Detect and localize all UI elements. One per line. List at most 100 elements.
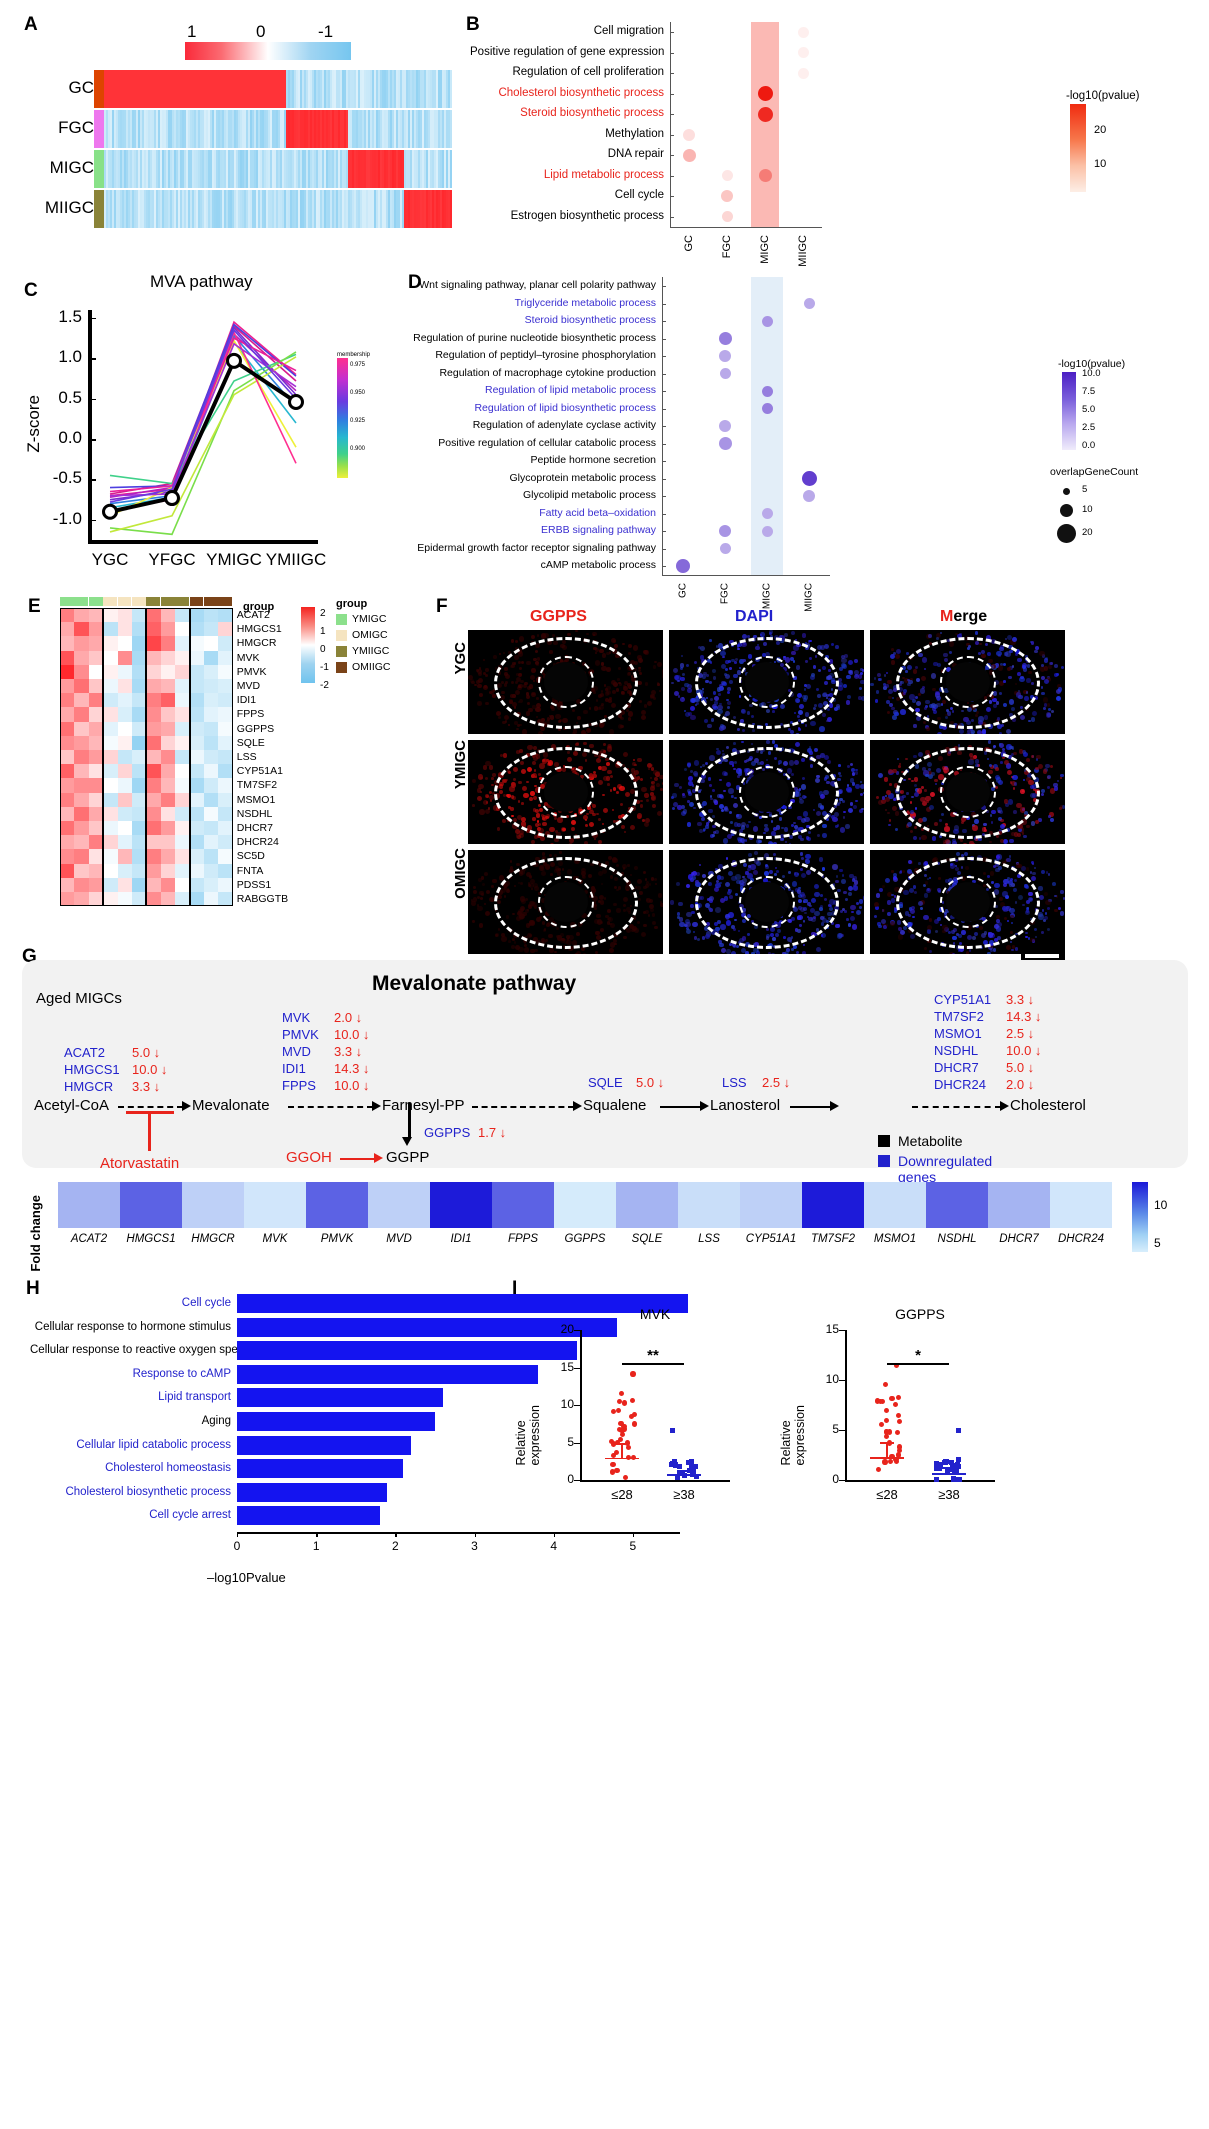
panel-d-term-2: Steroid biosynthetic process bbox=[412, 314, 656, 326]
panel-d-term-7: Regulation of lipid biosynthetic process bbox=[412, 402, 656, 414]
panel-d-term-3: Regulation of purine nucleotide biosynth… bbox=[412, 332, 656, 344]
panel-g-foldbar-gene-label: DHCR24 bbox=[1058, 1233, 1104, 1245]
panel-g-group5-fold-1: 14.3 ↓ bbox=[1006, 1009, 1041, 1024]
panel-i-point bbox=[630, 1371, 635, 1376]
panel-i-ylabel-1: Relative expression bbox=[779, 1405, 807, 1465]
panel-b-col-label-MIIGC: MIIGC bbox=[797, 235, 809, 267]
panel-b-term-2: Regulation of cell proliferation bbox=[470, 66, 664, 78]
panel-f-col-title-ggpps: GGPPS bbox=[530, 608, 587, 626]
panel-d-size-dot-10 bbox=[1060, 504, 1073, 517]
panel-a-row-label-gc: GC bbox=[20, 78, 94, 98]
panel-i-point bbox=[620, 1432, 625, 1437]
panel-g-metabolite-0: Acetyl-CoA bbox=[34, 1097, 109, 1114]
panel-a-row-gc bbox=[104, 70, 452, 108]
panel-d-term-1: Triglyceride metabolic process bbox=[412, 297, 656, 309]
panel-g-group5-fold-3: 10.0 ↓ bbox=[1006, 1043, 1041, 1058]
panel-i-x-axis-0 bbox=[580, 1480, 730, 1482]
panel-b-legend-title: -log10(pvalue) bbox=[1066, 90, 1140, 102]
panel-a-row-color-migc bbox=[94, 150, 104, 188]
panel-b-dot bbox=[683, 129, 695, 141]
panel-e-gene-label: DHCR7 bbox=[237, 822, 273, 834]
panel-i-error-bar-0-0 bbox=[621, 1443, 623, 1457]
panel-d-dot bbox=[720, 368, 731, 379]
panel-f-scale-bar-line bbox=[1025, 954, 1059, 958]
panel-g-ggpps-gene: GGPPS bbox=[424, 1125, 470, 1140]
panel-g-legend-label-metabolite: Metabolite bbox=[898, 1133, 963, 1149]
panel-a-row-migc bbox=[104, 150, 452, 188]
panel-f-col-title-merge: Merge bbox=[940, 608, 987, 626]
panel-g-atorvastatin-line bbox=[148, 1113, 151, 1151]
panel-g-foldbar-tick-5: 5 bbox=[1154, 1236, 1161, 1250]
panel-i-point bbox=[630, 1398, 635, 1403]
panel-e-block-border bbox=[146, 608, 189, 906]
panel-g-foldbar-gene-label: MVD bbox=[386, 1233, 412, 1245]
panel-a-scale-tick-1: 0 bbox=[256, 22, 265, 42]
panel-a-row-color-miigc bbox=[94, 190, 104, 228]
panel-d-legend-tick-0: 10.0 bbox=[1082, 368, 1101, 379]
panel-f-image-YMIGC-dapi bbox=[669, 740, 864, 844]
panel-g-metabolite-5: Cholesterol bbox=[1010, 1097, 1086, 1114]
panel-e-group-strip-cell bbox=[60, 597, 74, 606]
panel-i-point bbox=[896, 1413, 901, 1418]
panel-g-group2-gene-1: PMVK bbox=[282, 1027, 319, 1042]
panel-d-term-9: Positive regulation of cellular cataboli… bbox=[412, 437, 656, 449]
panel-g-arrow-head bbox=[573, 1101, 582, 1111]
panel-g-foldbar-cell bbox=[58, 1182, 120, 1228]
panel-d-dot bbox=[719, 332, 732, 345]
panel-g-group2-fold-4: 10.0 ↓ bbox=[334, 1078, 369, 1093]
panel-g-foldbar-cell bbox=[616, 1182, 678, 1228]
panel-d-term-12: Glycolipid metabolic process bbox=[412, 489, 656, 501]
panel-g-group2-gene-3: IDI1 bbox=[282, 1061, 306, 1076]
panel-d-size-dot-20 bbox=[1057, 524, 1076, 543]
panel-e-group-swatch-omiigc bbox=[336, 662, 347, 673]
panel-d-legend-tick-1: 7.5 bbox=[1082, 386, 1095, 397]
panel-i-point bbox=[893, 1402, 898, 1407]
panel-h-xtick-5: 5 bbox=[629, 1539, 636, 1553]
panel-g-foldbar-gene-label: DHCR7 bbox=[999, 1233, 1039, 1245]
panel-e-gene-label: HMGCR bbox=[237, 637, 277, 649]
panel-i-point bbox=[611, 1441, 616, 1446]
panel-e-gene-label: SC5D bbox=[237, 850, 265, 862]
panel-e-block-border bbox=[60, 608, 103, 906]
panel-d-legend-colorbar bbox=[1062, 372, 1076, 450]
panel-e-gene-label: HMGCS1 bbox=[237, 623, 282, 635]
panel-h-bar-label-0: Cell cycle bbox=[30, 1297, 231, 1309]
panel-a-row-fgc bbox=[104, 110, 452, 148]
panel-i-point bbox=[882, 1459, 887, 1464]
panel-h-bar-3 bbox=[237, 1365, 538, 1384]
panel-g-foldbar-cell bbox=[926, 1182, 988, 1228]
panel-d-term-4: Regulation of peptidyl–tyrosine phosphor… bbox=[412, 349, 656, 361]
panel-d-legend-tick-3: 2.5 bbox=[1082, 422, 1095, 433]
panel-e-group-strip-cell bbox=[175, 597, 189, 606]
panel-f-outer-dashed-circle bbox=[896, 857, 1040, 949]
panel-h-xtick-0: 0 bbox=[234, 1539, 241, 1553]
panel-d-dot bbox=[719, 525, 731, 537]
panel-i-point bbox=[610, 1462, 615, 1467]
panel-e-gene-label: IDI1 bbox=[237, 694, 256, 706]
panel-g-arrow-line bbox=[472, 1106, 574, 1108]
panel-b-col-label-GC: GC bbox=[683, 235, 695, 252]
panel-g-foldbar-cell bbox=[802, 1182, 864, 1228]
panel-d-legend-tick-2: 5.0 bbox=[1082, 404, 1095, 415]
panel-h-xtick-1: 1 bbox=[313, 1539, 320, 1553]
panel-i-point bbox=[897, 1444, 902, 1449]
panel-d-x-axis bbox=[662, 575, 830, 576]
panel-g-group5-gene-1: TM7SF2 bbox=[934, 1009, 984, 1024]
panel-e-gene-label: MVD bbox=[237, 680, 260, 692]
panel-f-row-label-ygc: YGC bbox=[452, 642, 469, 675]
panel-g-foldbar-gene-label: GGPPS bbox=[565, 1233, 606, 1245]
panel-i-point bbox=[934, 1477, 939, 1482]
panel-h-xtick-3: 3 bbox=[471, 1539, 478, 1553]
panel-i-point bbox=[611, 1409, 616, 1414]
panel-g-foldbar-axis-label: Fold change bbox=[28, 1195, 43, 1272]
panel-b-term-5: Methylation bbox=[470, 128, 664, 140]
panel-a-scale-tick-2: -1 bbox=[318, 22, 333, 42]
panel-f-image-YGC-merge bbox=[870, 630, 1065, 734]
panel-b-dot bbox=[798, 27, 809, 38]
panel-g-group2-fold-0: 2.0 ↓ bbox=[334, 1010, 362, 1025]
panel-g-arrow-head bbox=[182, 1101, 191, 1111]
panel-i-point bbox=[632, 1421, 637, 1426]
panel-g-foldbar-legend bbox=[1132, 1182, 1148, 1252]
panel-h-bar-7 bbox=[237, 1459, 403, 1478]
panel-g-arrow-line bbox=[790, 1106, 831, 1108]
